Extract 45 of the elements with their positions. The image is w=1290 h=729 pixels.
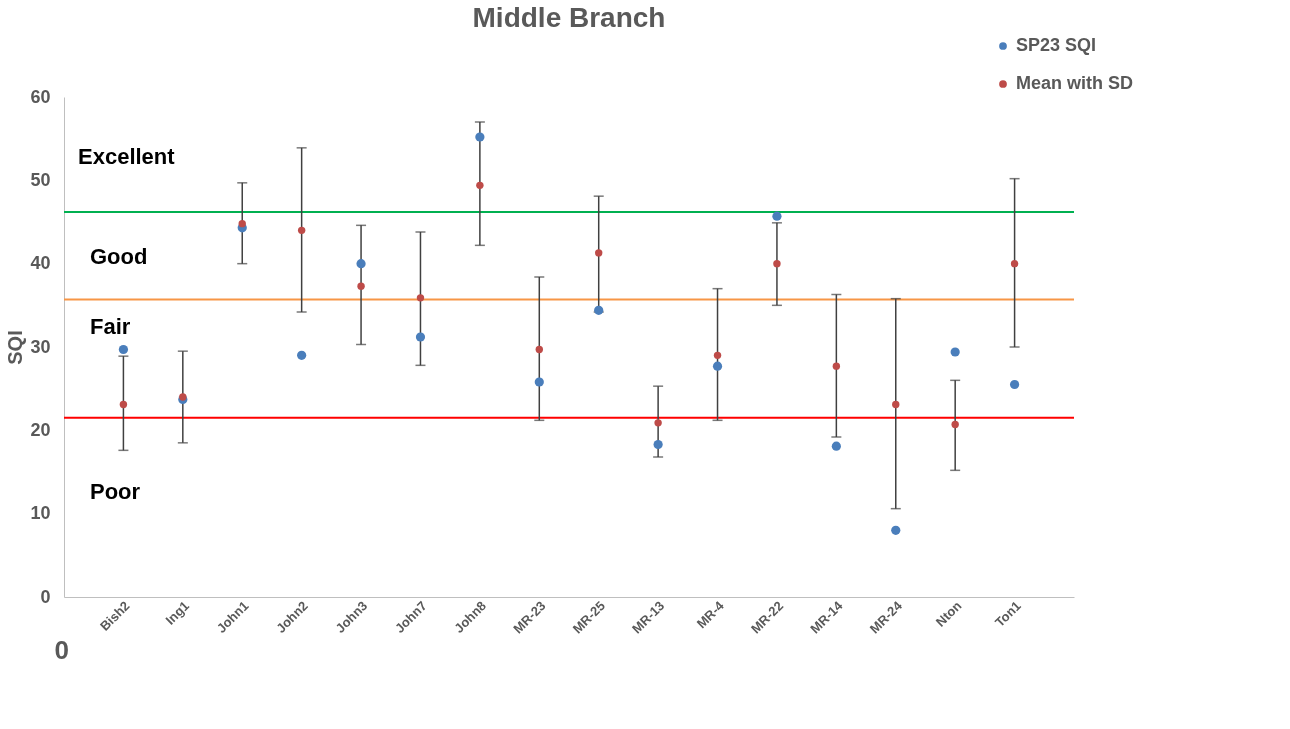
point — [356, 259, 366, 269]
point — [831, 441, 841, 451]
point — [772, 211, 782, 221]
annotation: Fair — [90, 314, 131, 339]
point — [416, 294, 425, 302]
point — [357, 282, 365, 290]
y-tick-label: 10 — [30, 503, 51, 524]
y-tick-label: 30 — [30, 336, 51, 357]
point — [1009, 379, 1020, 390]
point — [891, 525, 901, 535]
legend-label: Mean with SD — [1016, 73, 1134, 93]
point — [594, 305, 604, 315]
point — [475, 132, 485, 142]
point — [534, 377, 544, 387]
point — [654, 419, 662, 427]
chart-title: Middle Branch — [472, 2, 666, 33]
y-tick-label: 0 — [40, 586, 51, 607]
point — [713, 351, 722, 360]
annotation: Excellent — [78, 144, 176, 169]
point — [118, 344, 129, 355]
point — [415, 332, 426, 342]
annotation: Poor — [90, 479, 141, 504]
point — [773, 259, 781, 268]
point — [950, 347, 960, 357]
point — [653, 439, 663, 450]
point — [892, 400, 900, 409]
point — [535, 345, 543, 354]
point — [297, 350, 307, 360]
point — [476, 181, 484, 190]
y-tick-label: 20 — [30, 419, 51, 440]
point — [595, 249, 603, 257]
y-tick-label: 40 — [30, 253, 51, 274]
point — [119, 400, 128, 409]
point — [832, 362, 841, 370]
legend-label: SP23 SQI — [1016, 35, 1097, 55]
point — [712, 361, 723, 371]
y-tick-label: 60 — [30, 86, 51, 107]
y-axis-title: SQI — [4, 330, 27, 365]
point — [1010, 259, 1019, 268]
point — [951, 420, 959, 429]
annotation: Good — [90, 244, 148, 269]
y-tick-label: 50 — [30, 169, 51, 190]
point — [179, 393, 187, 401]
point — [297, 226, 306, 235]
point — [238, 219, 246, 228]
